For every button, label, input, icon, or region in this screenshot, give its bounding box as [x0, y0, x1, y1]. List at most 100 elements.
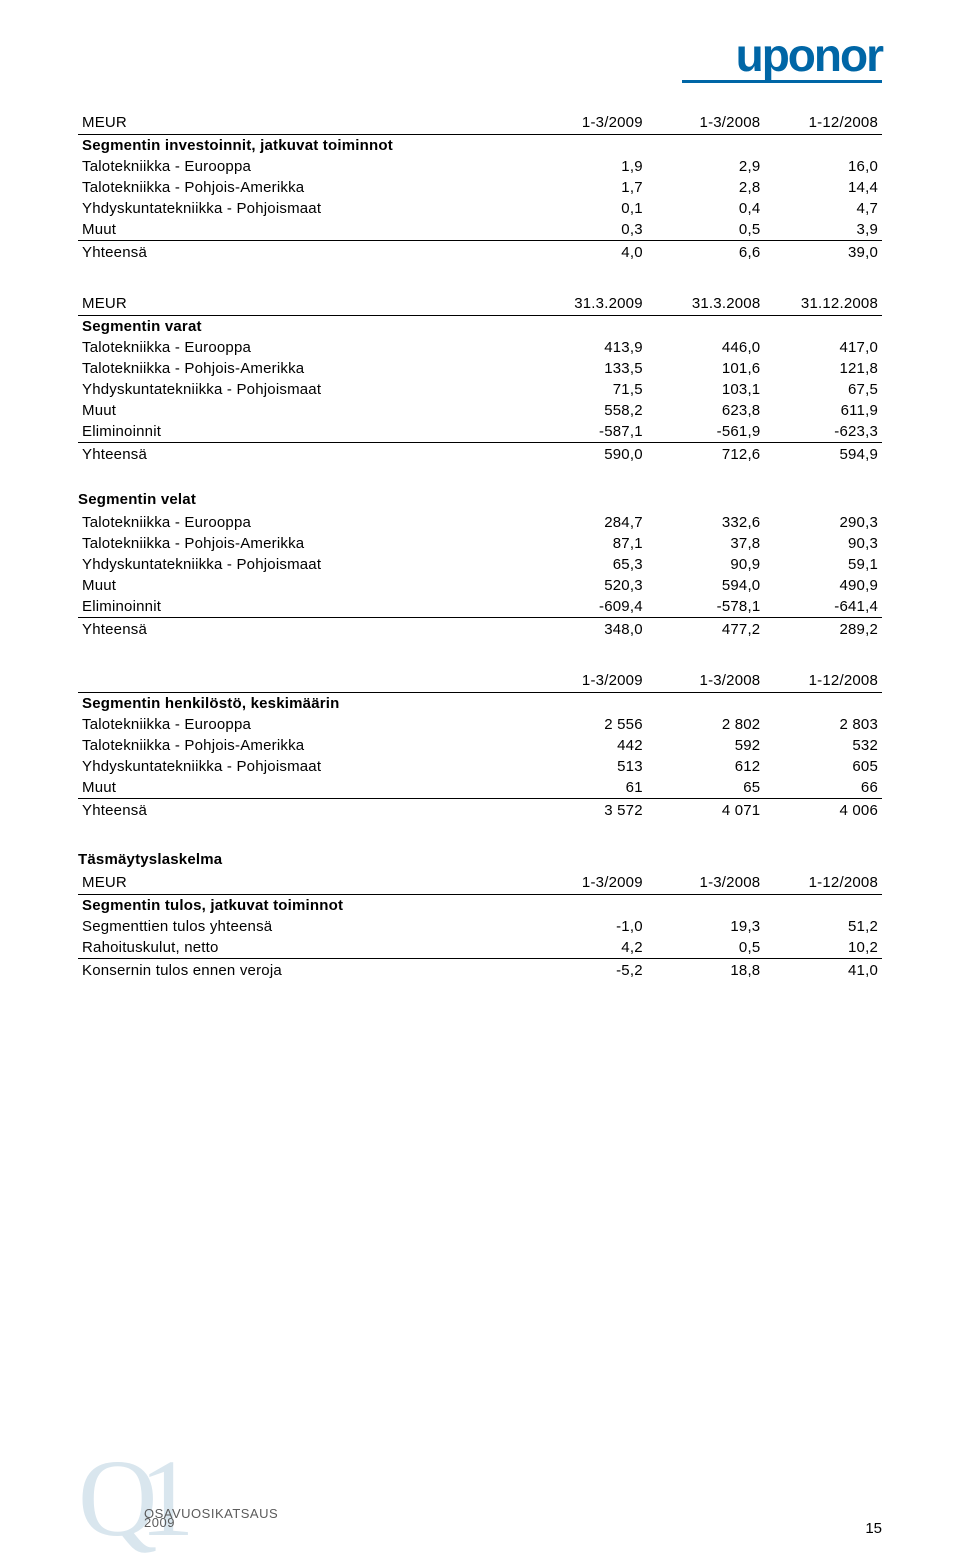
cell: 623,8 — [647, 400, 765, 421]
cell: 121,8 — [764, 358, 882, 379]
col-header: 1-3/2009 — [529, 670, 647, 693]
cell: 290,3 — [764, 512, 882, 533]
cell: 490,9 — [764, 575, 882, 596]
cell: 16,0 — [764, 156, 882, 177]
cell: 520,3 — [529, 575, 647, 596]
cell: 513 — [529, 756, 647, 777]
section-title: Segmentin varat — [78, 316, 882, 338]
cell: 103,1 — [647, 379, 765, 400]
row-label: Talotekniikka - Pohjois-Amerikka — [78, 177, 529, 198]
cell: 417,0 — [764, 337, 882, 358]
cell: 2 803 — [764, 714, 882, 735]
table-liabilities: Talotekniikka - Eurooppa284,7332,6290,3 … — [78, 512, 882, 640]
row-label: Segmenttien tulos yhteensä — [78, 916, 529, 937]
table-block-liabilities: Segmentin velat Talotekniikka - Eurooppa… — [78, 491, 882, 640]
total-cell: 4 071 — [647, 799, 765, 822]
row-label: Muut — [78, 575, 529, 596]
total-cell: -5,2 — [529, 959, 647, 982]
table-header-label — [78, 670, 529, 693]
cell: 51,2 — [764, 916, 882, 937]
cell: 71,5 — [529, 379, 647, 400]
col-header: 31.3.2008 — [647, 293, 765, 316]
col-header: 1-12/2008 — [764, 112, 882, 135]
table-header-label: MEUR — [78, 872, 529, 895]
cell: 61 — [529, 777, 647, 799]
cell: 37,8 — [647, 533, 765, 554]
cell: -587,1 — [529, 421, 647, 443]
cell: 87,1 — [529, 533, 647, 554]
cell: 413,9 — [529, 337, 647, 358]
q1-watermark: Q1 OSAVUOSIKATSAUS 2009 — [78, 1460, 194, 1537]
cell: -1,0 — [529, 916, 647, 937]
row-label: Talotekniikka - Pohjois-Amerikka — [78, 533, 529, 554]
row-label: Yhdyskuntatekniikka - Pohjoismaat — [78, 756, 529, 777]
row-label: Yhdyskuntatekniikka - Pohjoismaat — [78, 198, 529, 219]
table-block-personnel: 1-3/2009 1-3/2008 1-12/2008 Segmentin he… — [78, 670, 882, 821]
table-reconciliation: MEUR 1-3/2009 1-3/2008 1-12/2008 Segment… — [78, 872, 882, 981]
cell: 558,2 — [529, 400, 647, 421]
total-cell: 3 572 — [529, 799, 647, 822]
row-label: Talotekniikka - Eurooppa — [78, 156, 529, 177]
cell: 3,9 — [764, 219, 882, 241]
total-cell: 41,0 — [764, 959, 882, 982]
cell: 611,9 — [764, 400, 882, 421]
cell: 59,1 — [764, 554, 882, 575]
row-label: Rahoituskulut, netto — [78, 937, 529, 959]
row-label: Talotekniikka - Eurooppa — [78, 714, 529, 735]
cell: 592 — [647, 735, 765, 756]
cell: 2 556 — [529, 714, 647, 735]
col-header: 1-12/2008 — [764, 670, 882, 693]
row-label: Talotekniikka - Pohjois-Amerikka — [78, 735, 529, 756]
cell: 65,3 — [529, 554, 647, 575]
logo-text: uponor — [736, 32, 882, 78]
table-assets: MEUR 31.3.2009 31.3.2008 31.12.2008 Segm… — [78, 293, 882, 465]
page-footer: Q1 OSAVUOSIKATSAUS 2009 15 — [78, 1460, 882, 1537]
cell: 605 — [764, 756, 882, 777]
cell: 284,7 — [529, 512, 647, 533]
total-label: Yhteensä — [78, 443, 529, 466]
col-header: 1-3/2008 — [647, 670, 765, 693]
cell: 4,2 — [529, 937, 647, 959]
cell: 0,1 — [529, 198, 647, 219]
cell: 19,3 — [647, 916, 765, 937]
total-cell: 477,2 — [647, 618, 765, 641]
brand-logo: uponor — [682, 32, 882, 83]
total-cell: 348,0 — [529, 618, 647, 641]
cell: 0,3 — [529, 219, 647, 241]
cell: 0,5 — [647, 937, 765, 959]
row-label: Muut — [78, 777, 529, 799]
row-label: Talotekniikka - Eurooppa — [78, 337, 529, 358]
cell: 133,5 — [529, 358, 647, 379]
col-header: 1-3/2008 — [647, 112, 765, 135]
cell: 446,0 — [647, 337, 765, 358]
cell: -609,4 — [529, 596, 647, 618]
cell: 332,6 — [647, 512, 765, 533]
col-header: 1-3/2008 — [647, 872, 765, 895]
row-label: Yhdyskuntatekniikka - Pohjoismaat — [78, 379, 529, 400]
cell: 532 — [764, 735, 882, 756]
section-title: Segmentin tulos, jatkuvat toiminnot — [78, 895, 882, 917]
table-header-label: MEUR — [78, 112, 529, 135]
row-label: Eliminoinnit — [78, 596, 529, 618]
total-cell: 590,0 — [529, 443, 647, 466]
table-block-investments: MEUR 1-3/2009 1-3/2008 1-12/2008 Segment… — [78, 112, 882, 263]
table-investments: MEUR 1-3/2009 1-3/2008 1-12/2008 Segment… — [78, 112, 882, 263]
cell: 612 — [647, 756, 765, 777]
total-cell: 289,2 — [764, 618, 882, 641]
cell: -578,1 — [647, 596, 765, 618]
table-personnel: 1-3/2009 1-3/2008 1-12/2008 Segmentin he… — [78, 670, 882, 821]
cell: 14,4 — [764, 177, 882, 198]
total-cell: 4,0 — [529, 241, 647, 264]
section-title: Segmentin investoinnit, jatkuvat toiminn… — [78, 135, 882, 157]
row-label: Talotekniikka - Pohjois-Amerikka — [78, 358, 529, 379]
table-block-reconciliation: Täsmäytyslaskelma MEUR 1-3/2009 1-3/2008… — [78, 851, 882, 981]
section-title: Segmentin velat — [78, 491, 882, 508]
footer-text: OSAVUOSIKATSAUS 2009 — [144, 1509, 278, 1527]
row-label: Talotekniikka - Eurooppa — [78, 512, 529, 533]
cell: -641,4 — [764, 596, 882, 618]
cell: 2,9 — [647, 156, 765, 177]
total-cell: 6,6 — [647, 241, 765, 264]
table-block-assets: MEUR 31.3.2009 31.3.2008 31.12.2008 Segm… — [78, 293, 882, 465]
col-header: 1-12/2008 — [764, 872, 882, 895]
cell: 65 — [647, 777, 765, 799]
